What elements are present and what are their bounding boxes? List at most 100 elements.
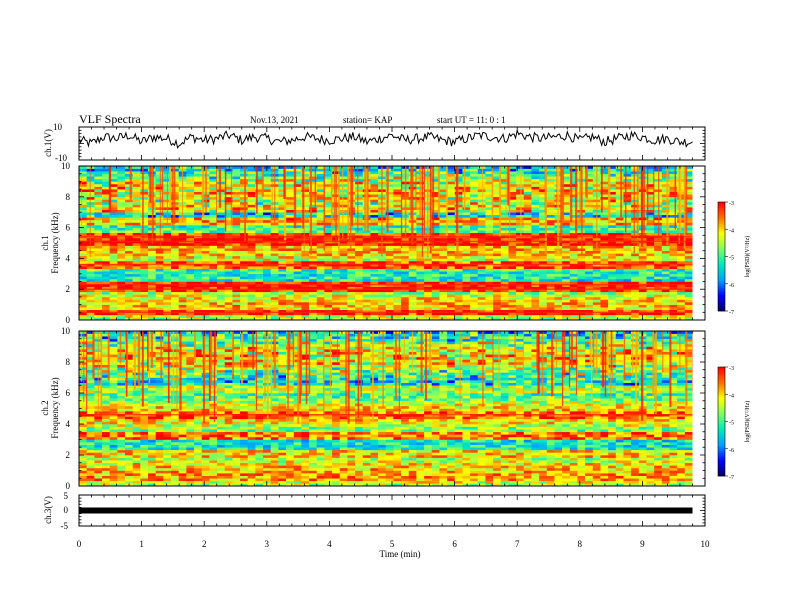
spectrogram-cell — [125, 248, 134, 251]
spectrogram-cell — [178, 255, 187, 259]
spectrogram-cell — [523, 248, 532, 251]
spectrogram-cell — [684, 266, 693, 269]
spectrogram-cell — [217, 314, 226, 318]
spectrogram-cell — [209, 204, 218, 208]
spectrogram-cell — [569, 212, 578, 216]
spectrogram-cell — [125, 207, 134, 210]
spectrogram-cell — [240, 237, 249, 241]
spectrogram-cell — [163, 289, 172, 293]
spectrogram-cell — [263, 199, 272, 203]
spectrogram-cell — [608, 245, 617, 249]
spectrogram-cell — [523, 232, 532, 236]
spectrogram-cell — [370, 171, 379, 174]
spectrogram-cell — [370, 317, 379, 321]
spectrogram-cell — [477, 191, 486, 195]
spectrogram-cell — [546, 312, 555, 316]
spectrogram-cell — [132, 209, 141, 213]
spectrogram-cell — [439, 217, 448, 221]
spectrogram-cell — [125, 304, 134, 308]
spectrogram-cell — [631, 225, 640, 228]
spectrogram-cell — [500, 307, 509, 311]
spectrogram-cell — [140, 176, 149, 180]
spectrogram-cell — [470, 186, 479, 190]
spectrogram-cell — [523, 219, 532, 223]
spectrogram-cell — [447, 214, 456, 218]
spectrogram-cell — [332, 245, 341, 249]
spectrogram-cell — [523, 222, 532, 226]
spectrogram-cell — [286, 307, 295, 311]
spectrogram-cell — [585, 278, 594, 282]
spectrogram-cell — [316, 286, 325, 290]
spectrogram-cell — [171, 232, 180, 236]
spectrogram-cell — [661, 186, 670, 190]
spectrogram-cell — [132, 271, 141, 275]
spectrogram-cell — [615, 276, 624, 280]
spectrogram-cell — [370, 296, 379, 300]
spectrogram-cell — [470, 276, 479, 280]
spectrogram-cell — [347, 250, 356, 254]
spectrogram-cell — [362, 276, 371, 280]
spectrogram-cell — [424, 291, 433, 295]
spectrogram-cell — [109, 253, 118, 257]
spectrogram-cell — [439, 232, 448, 236]
spectrogram-cell — [546, 281, 555, 285]
spectrogram-cell — [485, 204, 494, 208]
spectrogram-cell — [600, 181, 609, 185]
spectrogram-cell — [638, 268, 647, 272]
spectrogram-cell — [669, 191, 678, 195]
spectrogram-cell — [102, 207, 111, 210]
spectrogram-cell — [94, 199, 103, 203]
spectrogram-cell — [232, 253, 241, 257]
spectrogram-cell — [661, 286, 670, 290]
spectrogram-cell — [615, 173, 624, 177]
spectrogram-cell — [132, 212, 141, 216]
spectrogram-cell — [278, 248, 287, 251]
spectrogram-cell — [140, 302, 149, 305]
spectrogram-cell — [194, 307, 203, 311]
spectrogram-cell — [615, 212, 624, 216]
spectrogram-cell — [508, 309, 517, 313]
spectrogram-cell — [669, 232, 678, 236]
spectrogram-cell — [163, 317, 172, 321]
spectrogram-cell — [477, 245, 486, 249]
spectrogram-cell — [232, 255, 241, 259]
spectrogram-cell — [186, 248, 195, 251]
spectrogram-cell — [493, 307, 502, 311]
spectrogram-cell — [255, 289, 264, 293]
spectrogram-cell — [209, 166, 218, 169]
spectrogram-cell — [270, 317, 279, 321]
spectrogram-cell — [362, 312, 371, 316]
spectrogram-cell — [477, 271, 486, 275]
spectrogram-cell — [224, 237, 233, 241]
spectrogram-cell — [562, 273, 571, 277]
spectrogram-cell — [447, 253, 456, 257]
spectrogram-cell — [615, 250, 624, 254]
spectrogram-cell — [194, 194, 203, 198]
spectrogram-cell — [102, 214, 111, 218]
spectrogram-cell — [178, 309, 187, 313]
spectrogram-cell — [677, 253, 686, 257]
spectrogram-cell — [247, 232, 256, 236]
spectrogram-cell — [171, 291, 180, 295]
spectrogram-cell — [470, 312, 479, 316]
spectrogram-cell — [477, 255, 486, 259]
spectrogram-cell — [132, 194, 141, 198]
spectrogram-cell — [569, 196, 578, 200]
spectrogram-cell — [646, 258, 655, 262]
spectrogram-cell — [186, 199, 195, 203]
spectrogram-cell — [309, 302, 318, 305]
spectrogram-cell — [646, 176, 655, 180]
spectrogram-cell — [316, 253, 325, 257]
spectrogram-cell — [631, 299, 640, 303]
spectrogram-cell — [247, 255, 256, 259]
spectrogram-cell — [209, 168, 218, 172]
spectrogram-cell — [485, 168, 494, 172]
spectrogram-cell — [155, 284, 164, 287]
spectrogram-cell — [531, 189, 540, 192]
spectrogram-cell — [178, 260, 187, 264]
spectrogram-cell — [462, 245, 471, 249]
spectrogram-cell — [539, 307, 548, 311]
spectrogram-cell — [477, 196, 486, 200]
spectrogram-cell — [439, 276, 448, 280]
spectrogram-cell — [163, 307, 172, 311]
